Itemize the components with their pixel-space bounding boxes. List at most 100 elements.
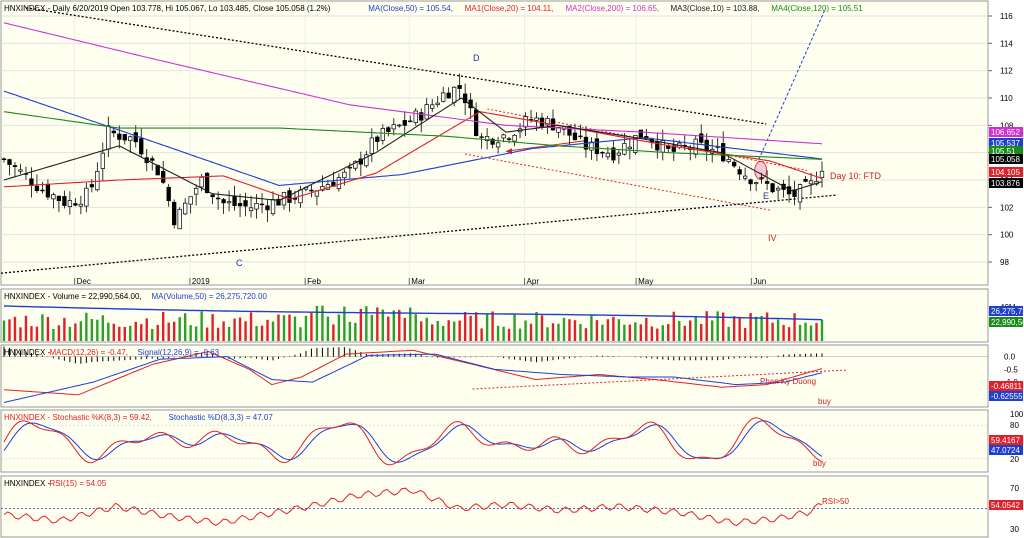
candle-body (589, 141, 594, 151)
volume-bar (74, 323, 77, 341)
volume-bar (639, 324, 643, 341)
candle-body (259, 203, 265, 206)
macd-annotations: Phan Ky Duong buy (760, 377, 831, 406)
volume-bar (771, 322, 774, 341)
volume-bar (749, 313, 752, 341)
candle-body (336, 177, 342, 190)
label-rsi-50: RSI>50 (822, 497, 849, 506)
volume-bar (694, 315, 697, 341)
price-x-tick-label: May (638, 277, 653, 286)
candle-body (243, 200, 248, 207)
volume-bar (271, 321, 275, 341)
volume-bar (645, 317, 648, 341)
candle-body (7, 159, 12, 165)
volume-bar (573, 320, 577, 341)
volume-bar (716, 311, 719, 341)
value-badge-text: 26,275,72 (991, 307, 1024, 316)
candle-body (1, 158, 7, 160)
volume-bar (661, 325, 664, 341)
candle-body (391, 124, 396, 130)
volume-panel: HNXINDEX - Volume = 22,990,564.00, MA(Vol… (0, 288, 1024, 343)
rsi-line (1, 487, 988, 527)
candle-body (534, 117, 539, 121)
candle-body (770, 183, 775, 193)
volume-bar (711, 320, 714, 341)
candle-body (452, 86, 457, 103)
volume-bar (123, 326, 126, 341)
volume-bar (63, 317, 66, 341)
label-ftd: Day 10: FTD (830, 171, 882, 181)
candle-body (353, 160, 358, 169)
volume-bar (650, 326, 654, 341)
candle-body (215, 197, 221, 200)
candle-body (210, 194, 215, 198)
macd-line (3, 349, 823, 396)
volume-bar (387, 316, 390, 341)
price-x-tick-label: Dec (77, 277, 91, 286)
price-x-axis: Dec 2019 Feb Mar Apr May Jun (74, 277, 766, 286)
volume-bar (282, 315, 286, 341)
volume-bar (392, 310, 395, 341)
candle-body (484, 136, 490, 142)
candle-body (111, 130, 116, 134)
candle-body (204, 172, 210, 194)
candle-body (523, 116, 528, 128)
candle-body (463, 93, 468, 104)
candle-body (424, 104, 429, 120)
candle-body (633, 135, 638, 153)
value-badge (989, 435, 1023, 445)
volume-bar (425, 317, 428, 341)
volume-bar (151, 328, 154, 341)
candle-body (62, 196, 67, 206)
volume-bar (140, 324, 143, 341)
volume-bar (551, 323, 555, 341)
value-badge-text: 59.4167 (991, 436, 1020, 445)
volume-bar (85, 312, 88, 341)
projection-line (758, 7, 827, 160)
stochastic-annotations: buy (813, 459, 826, 468)
candle-body (150, 158, 155, 161)
macd-histogram (1, 346, 988, 364)
candle-body (237, 203, 243, 207)
volume-bar (617, 319, 621, 341)
volume-bar (557, 323, 560, 341)
candle-body (622, 143, 627, 155)
ma-line-ma2close200 (3, 22, 823, 145)
candle-body (172, 201, 177, 226)
price-x-tick-label: 2019 (192, 277, 210, 286)
value-badge (989, 146, 1023, 156)
price-x-tick-label: Jun (753, 277, 766, 286)
candle-body (232, 196, 237, 206)
candle-body (726, 159, 731, 162)
volume-bar (238, 317, 242, 341)
volume-bar (656, 328, 659, 341)
volume-bar (754, 316, 758, 341)
rsi-y-tick-label: 30 (1010, 525, 1019, 534)
price-header: HNXINDEX - Daily 6/20/2019 Open 103.778,… (4, 4, 863, 13)
candle-body (199, 176, 204, 188)
candle-body (627, 146, 633, 150)
candle-body (737, 169, 742, 175)
volume-bar (535, 311, 538, 341)
price-x-tick-label: Feb (307, 277, 321, 286)
candle-body (139, 138, 144, 155)
volume-bars (2, 305, 824, 341)
volume-bar (782, 324, 785, 341)
label-iv: IV (768, 233, 777, 243)
candle-body (342, 171, 347, 179)
price-y-tick-label: 98 (1000, 258, 1009, 267)
volume-bar (107, 322, 110, 341)
panel-header-text: MA(Close,50) = 105.54, (368, 4, 453, 13)
stochastic-y-tick-label: 80 (1010, 421, 1019, 430)
candle-body (819, 170, 825, 178)
value-badge-text: 106.652 (991, 128, 1020, 137)
label-c: C (236, 258, 243, 268)
candle-body (380, 128, 385, 141)
value-badge (989, 154, 1023, 164)
volume-bar (167, 322, 170, 341)
candle-body (51, 194, 56, 200)
ma-line-maclose50 (3, 90, 823, 187)
candle-body (254, 203, 259, 210)
